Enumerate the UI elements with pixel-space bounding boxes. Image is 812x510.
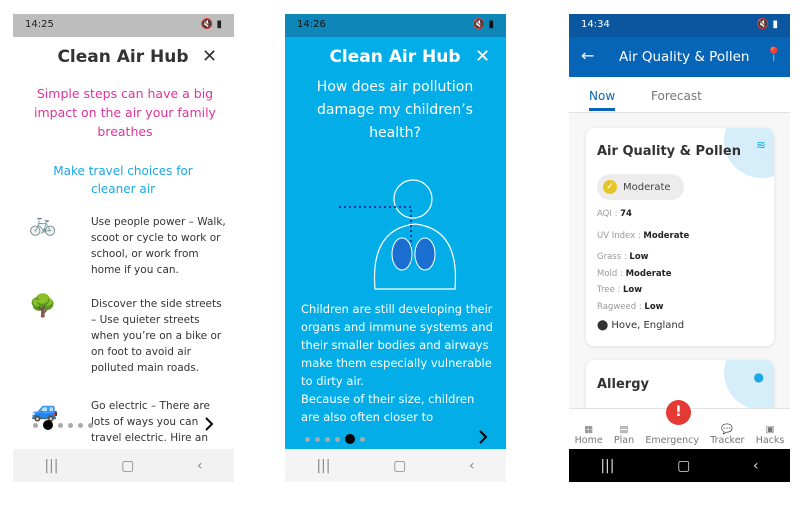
- page-dot[interactable]: [325, 436, 330, 442]
- page-dot[interactable]: [335, 436, 340, 442]
- body-paragraph: Because of their size, children are also…: [301, 392, 475, 424]
- metric-row: UV Index : Moderate: [597, 231, 690, 241]
- grid-icon: ▦: [584, 424, 594, 435]
- card-corner-decoration: [724, 360, 774, 410]
- people-cycling-icon: 🚲: [29, 212, 57, 237]
- check-icon: ✓: [603, 180, 617, 194]
- electric-car-icon: 🚙: [31, 398, 59, 423]
- page-dot[interactable]: [33, 422, 38, 428]
- tab-forecast[interactable]: Forecast: [651, 89, 702, 103]
- clipboard-icon: ▤: [619, 424, 629, 435]
- question-heading: How does air pollution damage my childre…: [316, 79, 474, 141]
- page-indicator: [33, 420, 93, 430]
- video-stack-icon: ▣: [765, 424, 775, 435]
- page-title: Clean Air Hub: [329, 47, 461, 67]
- location-row: ⬤ Hove, England: [597, 320, 684, 331]
- page-dot[interactable]: [58, 422, 63, 428]
- metric-row: Tree : Low: [597, 285, 643, 295]
- metric-row: Ragweed : Low: [597, 302, 664, 312]
- page-dot[interactable]: [78, 422, 83, 428]
- screen-clean-air-hub-tips: 14:25 🔇 ▮ Clean Air Hub ✕ Simple steps ca…: [13, 14, 234, 482]
- metric-row: Grass : Low: [597, 252, 649, 262]
- card-title: Air Quality & Pollen: [597, 144, 741, 159]
- home-icon[interactable]: ▢: [121, 457, 135, 474]
- status-bar: 14:34 🔇 ▮: [569, 14, 790, 37]
- status-time: 14:26: [297, 19, 326, 30]
- page-title: Clean Air Hub: [57, 47, 189, 67]
- body-text-scroll-area[interactable]: Children are still developing their orga…: [301, 300, 496, 448]
- back-icon[interactable]: ‹: [469, 457, 475, 474]
- header-title: Air Quality & Pollen: [619, 49, 750, 65]
- nav-home[interactable]: ▦ Home: [574, 424, 603, 446]
- tab-now[interactable]: Now: [589, 89, 616, 111]
- body-paragraph: Children are still developing their orga…: [301, 302, 493, 388]
- page-dot[interactable]: [305, 436, 310, 442]
- back-icon[interactable]: ‹: [197, 457, 203, 474]
- metric-row: Mold : Moderate: [597, 269, 672, 279]
- emergency-alert-icon[interactable]: !: [666, 400, 691, 425]
- child-lungs-illustration: [339, 179, 457, 290]
- tip-text: Go electric – There are lots of ways you…: [91, 400, 210, 444]
- badge-label: Moderate: [623, 181, 671, 193]
- close-icon[interactable]: ✕: [475, 46, 491, 67]
- screen-clean-air-hub-health: 14:26 🔇 ▮ Clean Air Hub ✕ How does air po…: [285, 14, 506, 482]
- home-icon[interactable]: ▢: [393, 457, 407, 474]
- status-badge: ✓ Moderate: [597, 174, 684, 200]
- subheading: Make travel choices for cleaner air: [53, 164, 193, 196]
- status-icons: 🔇 ▮: [472, 19, 494, 30]
- nav-plan[interactable]: ▤ Plan: [613, 424, 635, 446]
- status-icons: 🔇 ▮: [756, 19, 778, 30]
- headline: Simple steps can have a big impact on th…: [34, 86, 216, 139]
- tip-text: Use people power – Walk, scoot or cycle …: [91, 216, 226, 276]
- pollen-icon: ●: [753, 370, 764, 384]
- status-time: 14:25: [25, 19, 54, 30]
- screen-air-quality-pollen: 14:34 🔇 ▮ ← Air Quality & Pollen 📍 Now Fo…: [569, 14, 790, 482]
- back-arrow-icon[interactable]: ←: [581, 46, 595, 65]
- status-bar: 14:26 🔇 ▮: [285, 14, 506, 37]
- page-dot[interactable]: [68, 422, 73, 428]
- card-title: Allergy: [597, 377, 649, 392]
- page-dot[interactable]: [88, 422, 93, 428]
- status-bar: 14:25 🔇 ▮: [13, 14, 234, 37]
- wind-particles-icon: ≋: [755, 138, 766, 152]
- next-chevron-icon[interactable]: [478, 430, 488, 444]
- page-dot[interactable]: [360, 436, 365, 442]
- next-chevron-icon[interactable]: [204, 417, 214, 431]
- nav-tracker[interactable]: 💬 Tracker: [710, 424, 745, 446]
- android-nav-bar: ||| ▢ ‹: [285, 449, 506, 482]
- nav-hacks[interactable]: ▣ Hacks: [755, 424, 785, 446]
- page-dot-active[interactable]: [345, 434, 355, 444]
- chat-bubble-icon: 💬: [721, 424, 734, 435]
- recents-icon[interactable]: |||: [316, 457, 331, 474]
- status-icons: 🔇 ▮: [200, 19, 222, 30]
- air-quality-card[interactable]: ≋ Air Quality & Pollen ✓ Moderate AQI : 7…: [586, 128, 774, 346]
- location-text: Hove, England: [611, 320, 685, 331]
- home-icon[interactable]: ▢: [677, 457, 691, 474]
- nav-emergency[interactable]: Emergency: [645, 435, 699, 446]
- page-dot[interactable]: [315, 436, 320, 442]
- app-header: ← Air Quality & Pollen 📍: [569, 37, 790, 77]
- metric-row: AQI : 74: [597, 209, 632, 219]
- android-nav-bar: ||| ▢ ‹: [569, 449, 790, 482]
- tab-bar: Now Forecast: [569, 77, 790, 113]
- recents-icon[interactable]: |||: [44, 457, 59, 474]
- back-icon[interactable]: ‹: [753, 457, 759, 474]
- location-pin-icon[interactable]: 📍: [765, 47, 783, 63]
- recents-icon[interactable]: |||: [600, 457, 615, 474]
- android-nav-bar: ||| ▢ ‹: [13, 449, 234, 482]
- tip-text: Discover the side streets – Use quieter …: [91, 298, 222, 374]
- page-dot-active[interactable]: [43, 420, 53, 430]
- map-pin-icon: ⬤: [597, 320, 609, 331]
- trees-icon: 🌳: [29, 294, 57, 319]
- close-icon[interactable]: ✕: [202, 46, 218, 67]
- page-indicator: [305, 434, 365, 444]
- status-time: 14:34: [581, 19, 610, 30]
